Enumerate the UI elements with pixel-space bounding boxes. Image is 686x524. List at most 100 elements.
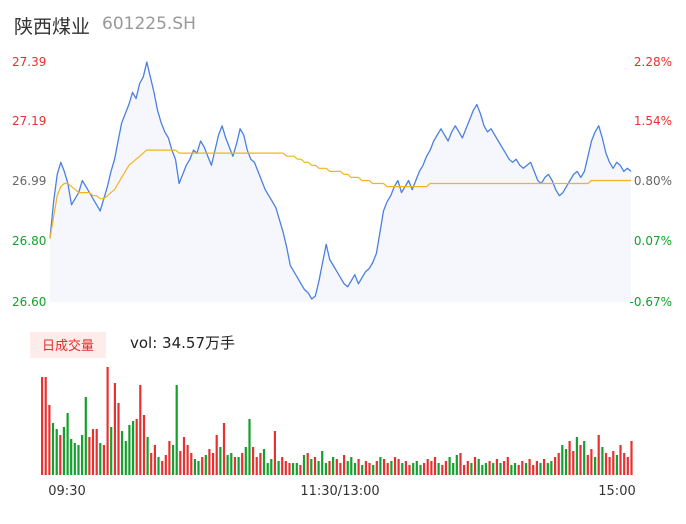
price-tick-label: 27.39 [12, 55, 46, 69]
volume-bar [252, 447, 255, 475]
volume-bar [255, 457, 258, 475]
volume-bar [350, 457, 353, 475]
volume-bar [470, 463, 473, 475]
volume-bar [70, 439, 73, 475]
percent-tick-label: 0.80% [634, 174, 672, 188]
price-tick-label: 26.80 [12, 234, 46, 248]
volume-bar [262, 449, 266, 475]
volume-bar [62, 427, 65, 475]
volume-bar [528, 459, 531, 475]
volume-bar [452, 463, 455, 475]
volume-bar [59, 435, 62, 475]
volume-bar [284, 461, 287, 475]
volume-bar [546, 463, 549, 475]
volume-bar [77, 445, 80, 475]
volume-bar [608, 457, 611, 475]
percent-tick-label: 1.54% [634, 114, 672, 128]
volume-bar [128, 425, 131, 475]
volume-bar [601, 447, 604, 475]
volume-bar [346, 461, 349, 475]
volume-bar [550, 461, 553, 475]
volume-bar [564, 449, 568, 475]
volume-bar [459, 453, 462, 475]
volume-bar [503, 461, 506, 475]
volume-bar [51, 423, 55, 475]
volume-bar [364, 461, 367, 475]
time-tick-label: 09:30 [48, 484, 85, 499]
volume-bar [615, 455, 618, 475]
volume-bar [430, 461, 433, 475]
percent-tick-label: 0.07% [634, 234, 672, 248]
volume-bar [153, 445, 156, 475]
volume-bar [594, 457, 597, 475]
average-price-line [49, 149, 631, 239]
volume-bar [488, 461, 491, 475]
volume-bar [554, 457, 557, 475]
volume-bar [386, 463, 389, 475]
stock-code: 601225.SH [102, 14, 196, 34]
volume-bar [433, 457, 437, 475]
volume-bar [91, 429, 95, 475]
volume-bar [208, 449, 211, 475]
volume-bar [317, 461, 320, 475]
volume-bar [106, 367, 109, 475]
volume-bar [343, 455, 346, 475]
volume-bar [150, 453, 153, 475]
volume-bar [484, 463, 487, 475]
volume-bar [412, 463, 415, 475]
price-area-fill [50, 62, 631, 302]
volume-bar [437, 463, 440, 475]
volume-bar [66, 413, 69, 475]
volume-bar [477, 459, 480, 475]
volume-bar [572, 451, 575, 475]
time-tick-label: 15:00 [598, 484, 635, 499]
volume-bar [302, 455, 306, 475]
volume-bar [583, 441, 586, 475]
volume-bar [393, 457, 397, 475]
volume-bar [404, 461, 407, 475]
volume-bar [44, 377, 47, 475]
price-tick-label: 27.19 [12, 114, 46, 128]
volume-bar [310, 459, 313, 475]
volume-bar [557, 453, 560, 475]
volume-bar [157, 457, 160, 475]
volume-bar [266, 463, 269, 475]
volume-bar [172, 445, 175, 475]
volume-bar [215, 435, 218, 475]
volume-bar [110, 427, 113, 475]
volume-bar [142, 415, 146, 475]
volume-bar [288, 463, 291, 475]
volume-bar [473, 457, 477, 475]
volume-bar [426, 459, 429, 475]
volume-bar [543, 459, 546, 475]
volume-bar [375, 461, 378, 475]
volume-bar [510, 465, 513, 475]
volume-bar [48, 405, 51, 475]
volume-bar [372, 465, 375, 475]
volume-bar [532, 465, 535, 475]
volume-bar [561, 445, 564, 475]
volume-bar [292, 463, 295, 475]
volume-bar [164, 455, 167, 475]
volume-bar [197, 461, 200, 475]
volume-bar [146, 437, 149, 475]
price-area-layer [50, 62, 631, 302]
volume-bar [299, 465, 302, 475]
percent-tick-label: 2.28% [634, 55, 672, 69]
volume-bar [619, 445, 622, 475]
volume-bar [233, 457, 236, 475]
daily-volume-tab[interactable]: 日成交量 [30, 332, 107, 358]
volume-bar [586, 455, 589, 475]
stock-name: 陕西煤业 [14, 16, 91, 38]
volume-bar [492, 463, 495, 475]
volume-bar [517, 465, 520, 475]
volume-bar [102, 445, 105, 475]
volume-bar [139, 385, 142, 475]
volume-bar [339, 463, 342, 475]
volume-bar [361, 465, 364, 475]
volume-bars-layer [41, 367, 633, 475]
volume-bar [124, 441, 127, 475]
price-lines-layer [49, 61, 632, 300]
volume-bar [466, 461, 469, 475]
